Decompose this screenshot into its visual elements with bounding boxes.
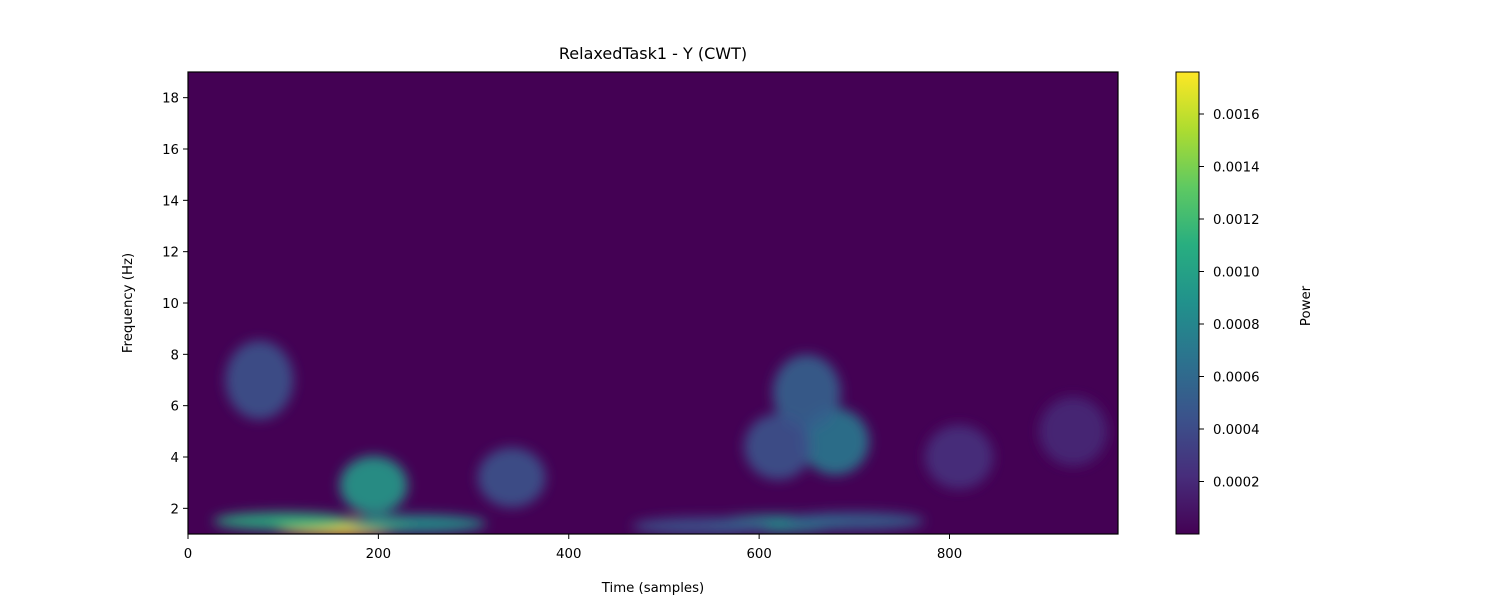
heatmap-hotspot: [339, 455, 408, 515]
heatmap-hotspot: [477, 447, 546, 508]
colorbar-ticks: 0.0002 0.0004 0.0006 0.0008 0.0010 0.0012 0.00…: [1199, 108, 1260, 491]
y-tick-label: 2: [171, 502, 179, 517]
y-tick-label: 18: [162, 92, 179, 107]
x-axis: 0 200 400 600 800: [184, 534, 962, 562]
y-tick-label: 8: [171, 348, 179, 363]
heatmap-hotspot: [784, 512, 925, 531]
colorbar-tick-label: 0.0010: [1213, 266, 1260, 281]
y-tick-label: 12: [162, 246, 179, 261]
colorbar-tick-label: 0.0004: [1213, 423, 1260, 438]
x-tick-label: 200: [366, 547, 391, 562]
heatmap-power-field: [213, 340, 1108, 534]
plot-area: [187, 71, 1119, 535]
x-tick-label: 400: [556, 547, 581, 562]
x-tick-label: 800: [937, 547, 962, 562]
x-tick-label: 600: [746, 547, 771, 562]
y-tick-label: 6: [171, 400, 179, 415]
colorbar-tick-label: 0.0012: [1213, 213, 1260, 228]
y-tick-label: 4: [171, 451, 179, 466]
heatmap-hotspot: [346, 514, 487, 533]
heatmap-hotspot: [925, 425, 994, 489]
heatmap-hotspot: [213, 512, 354, 531]
y-tick-label: 14: [162, 194, 179, 209]
colorbar-tick-label: 0.0016: [1213, 108, 1260, 123]
colorbar: 0.0002 0.0004 0.0006 0.0008 0.0010 0.0012 0.00…: [1175, 71, 1314, 535]
colorbar-tick-label: 0.0002: [1213, 476, 1260, 491]
heatmap-hotspot: [632, 517, 773, 534]
colorbar-label: Power: [1299, 285, 1314, 326]
colorbar-tick-label: 0.0014: [1213, 161, 1260, 176]
chart-title: RelaxedTask1 - Y (CWT): [559, 44, 747, 63]
x-tick-label: 0: [184, 547, 192, 562]
y-tick-label: 10: [162, 297, 179, 312]
heatmap-hotspot: [772, 354, 841, 432]
colorbar-tick-label: 0.0008: [1213, 318, 1260, 333]
heatmap-hotspot: [225, 340, 294, 420]
heatmap-hotspot: [744, 413, 813, 480]
y-tick-label: 16: [162, 143, 179, 158]
colorbar-tick-label: 0.0006: [1213, 371, 1260, 386]
y-axis: 2 4 6 8 10 12 14 16 18: [162, 92, 188, 517]
heatmap-hotspot: [1039, 396, 1108, 466]
colorbar-gradient: [1175, 71, 1200, 535]
x-axis-label: Time (samples): [601, 581, 704, 596]
y-axis-label: Frequency (Hz): [121, 253, 136, 353]
